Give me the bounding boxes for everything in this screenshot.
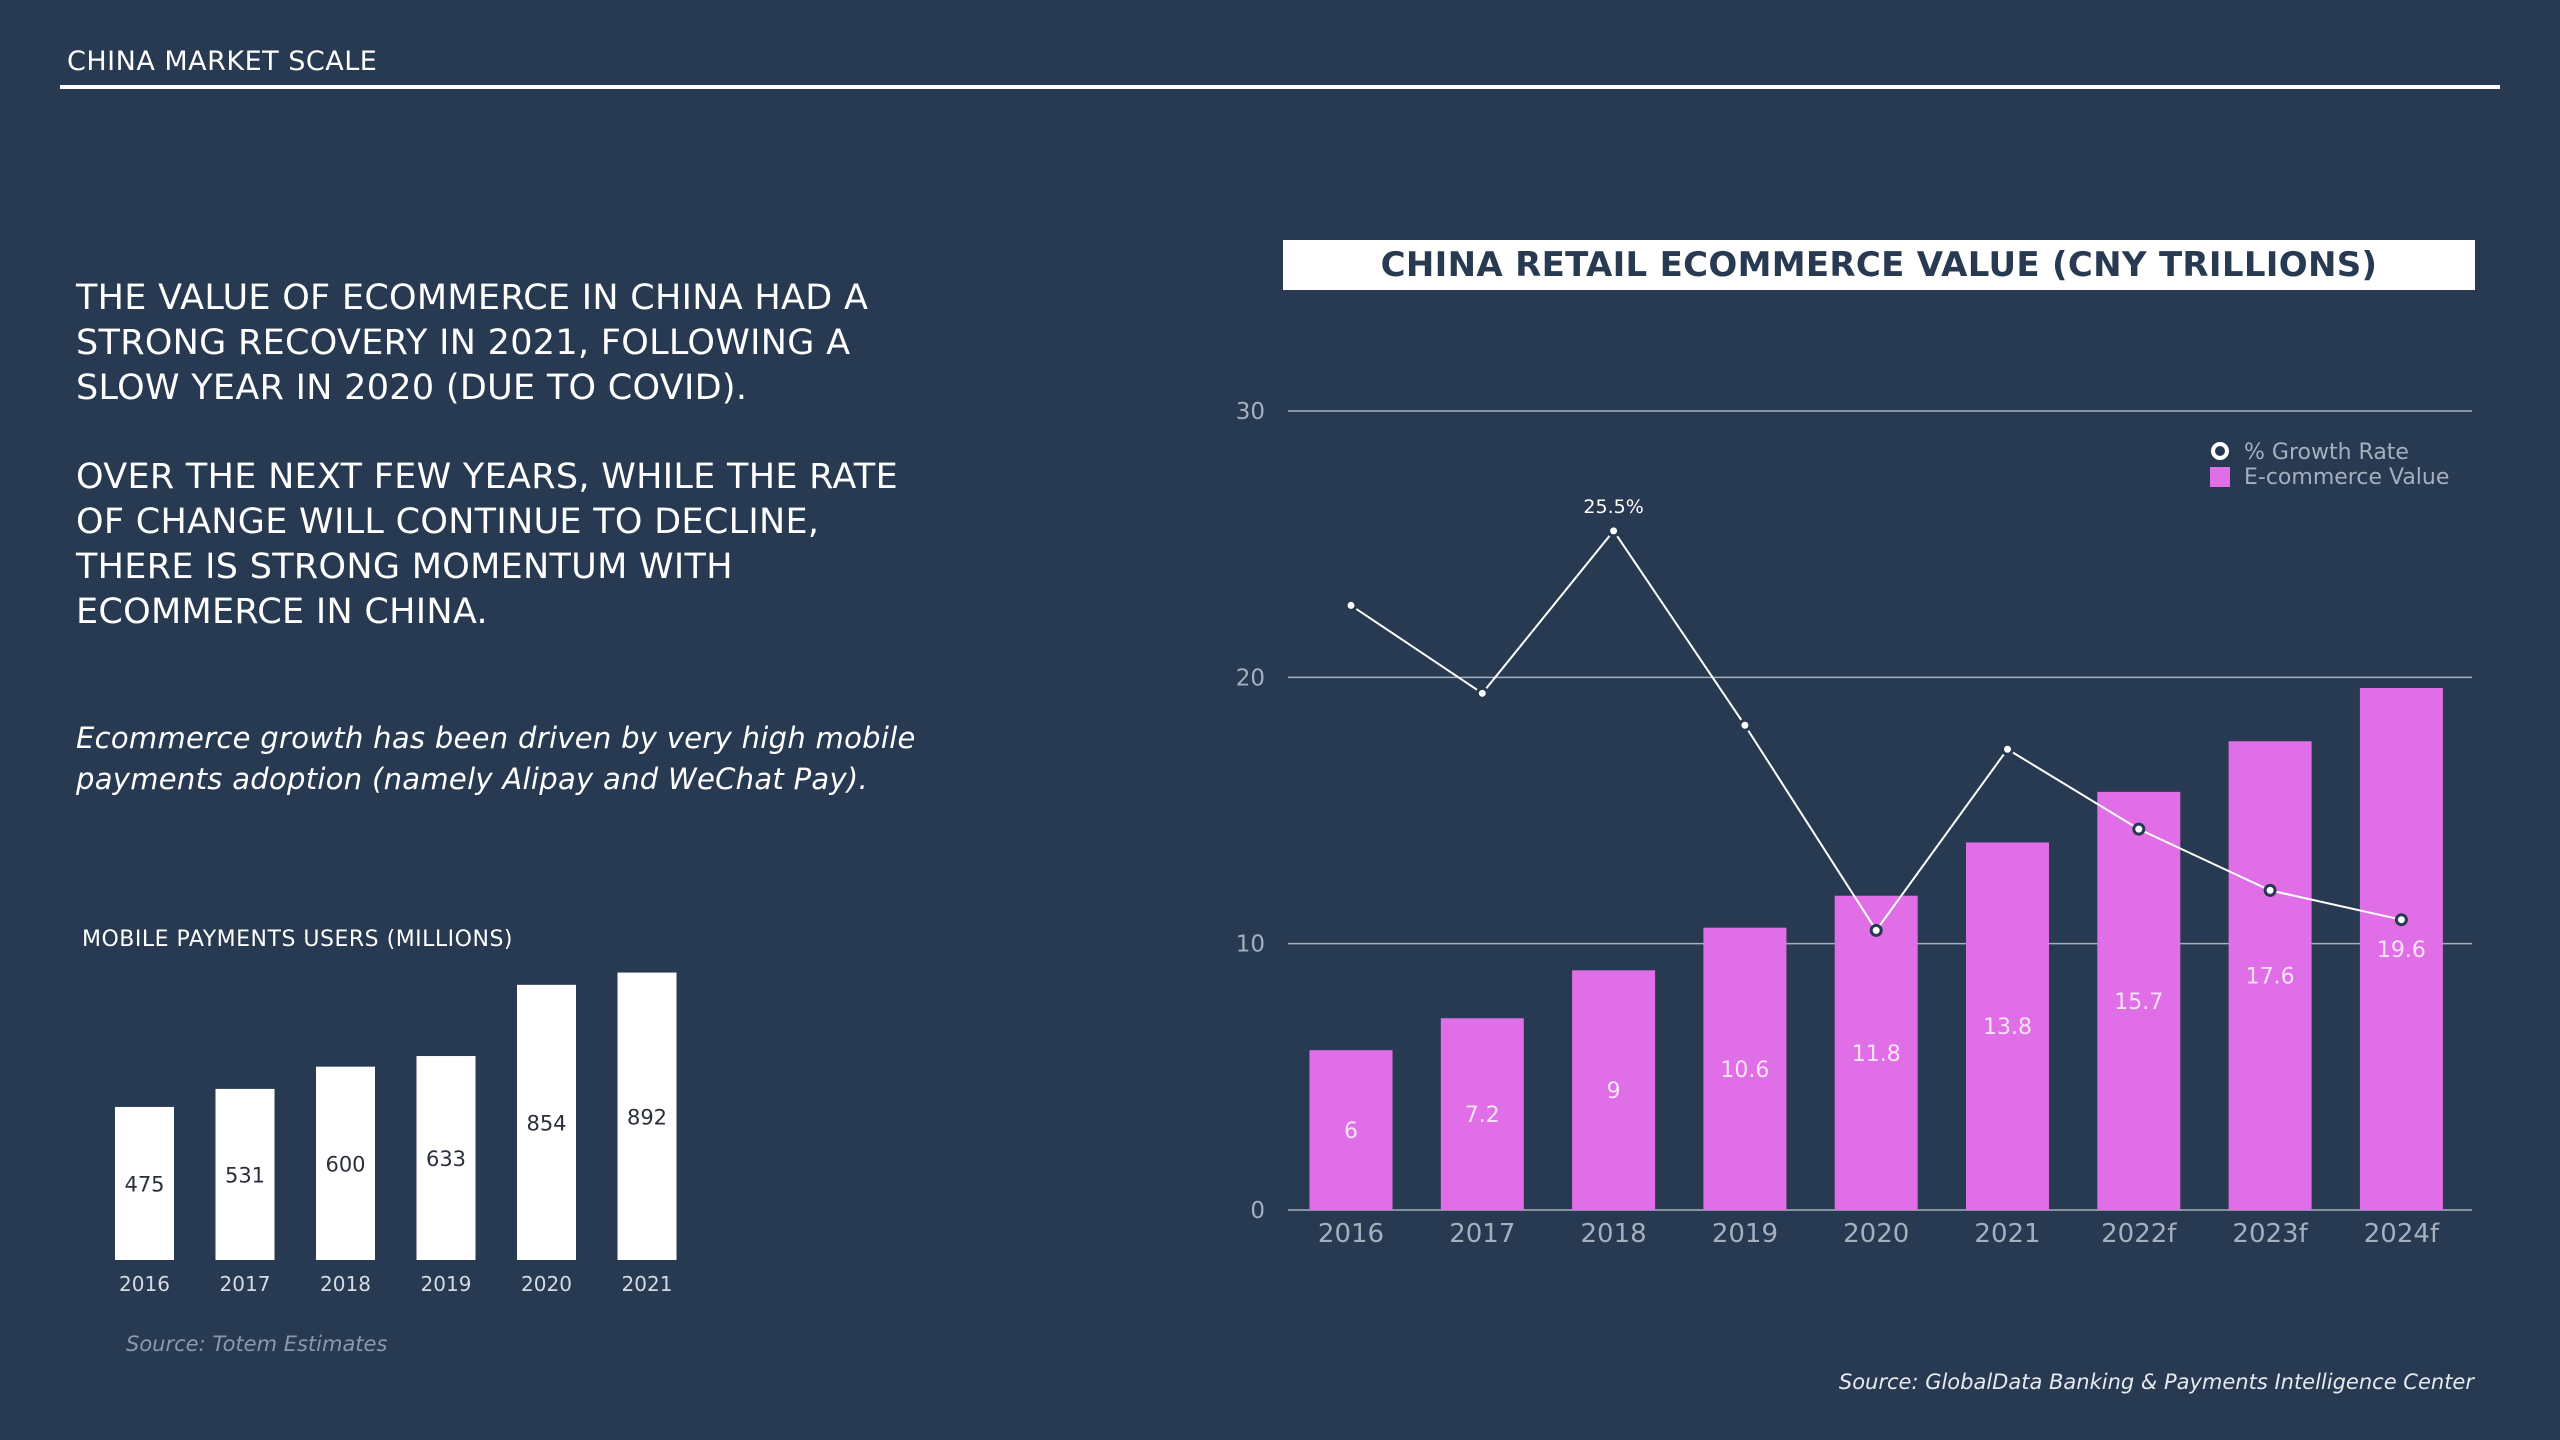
ecommerce-value-bar (2359, 687, 2443, 1210)
ecommerce-value-bar (2097, 791, 2181, 1210)
growth-rate-point (1869, 923, 1883, 937)
x-tick-label: 2018 (1581, 1219, 1647, 1249)
ecommerce-value-label: 19.6 (2377, 938, 2426, 963)
ecommerce-value-label: 13.8 (1983, 1015, 2032, 1040)
y-tick-label: 10 (1236, 932, 1265, 958)
mobile-users-value-label: 475 (124, 1172, 164, 1196)
headline-momentum: OVER THE NEXT FEW YEARS, WHILE THE RATE … (76, 457, 898, 632)
slide-title: CHINA MARKET SCALE (67, 46, 378, 77)
mobile-users-year-label: 2019 (421, 1272, 472, 1296)
growth-rate-point (2263, 883, 2277, 897)
legend-value-label: E-commerce Value (2244, 465, 2449, 490)
y-tick-label: 20 (1236, 665, 1265, 691)
mobile-users-value-label: 633 (426, 1147, 466, 1171)
ecommerce-value-label: 15.7 (2114, 990, 2163, 1015)
ecommerce-value-bar (1572, 970, 1656, 1210)
ecommerce-value-bar (2228, 741, 2312, 1210)
mobile-users-year-label: 2021 (622, 1272, 673, 1296)
mobile-users-year-label: 2016 (119, 1272, 170, 1296)
mobile-users-bar (316, 1066, 375, 1260)
ecommerce-value-bar (1440, 1018, 1524, 1210)
ecommerce-chart-title-bar: CHINA RETAIL ECOMMERCE VALUE (CNY TRILLI… (1283, 240, 2475, 290)
mobile-users-bar (115, 1106, 174, 1260)
ecommerce-value-label: 7.2 (1465, 1103, 1500, 1128)
x-tick-label: 2016 (1318, 1219, 1384, 1249)
ecommerce-value-bar (1966, 842, 2049, 1210)
mobile-users-year-label: 2020 (521, 1272, 572, 1296)
x-tick-label: 2021 (1974, 1219, 2040, 1249)
x-tick-label: 2019 (1712, 1219, 1778, 1249)
growth-rate-point (2394, 913, 2408, 927)
mobile-users-bar (517, 984, 576, 1260)
mobile-users-year-label: 2017 (220, 1272, 271, 1296)
source-right: Source: GlobalData Banking & Payments In… (1838, 1370, 2474, 1394)
mobile-users-chart-title: MOBILE PAYMENTS USERS (MILLIONS) (82, 927, 513, 952)
ecommerce-value-bar (1834, 895, 1918, 1210)
mobile-users-bar (416, 1056, 476, 1260)
legend-value-marker (2210, 467, 2230, 487)
mobile-users-value-label: 854 (526, 1111, 566, 1135)
growth-rate-point (1738, 718, 1752, 732)
ecommerce-value-label: 6 (1344, 1119, 1358, 1144)
growth-rate-point (1344, 598, 1358, 612)
growth-rate-point (2001, 742, 2014, 756)
mobile-users-chart: 475 2016 531 2017 600 2018 633 2019 854 2020 892 20… (115, 972, 677, 1296)
growth-rate-point (1475, 686, 1489, 700)
mobile-users-value-label: 531 (225, 1163, 265, 1187)
mobile-users-value-label: 892 (627, 1105, 667, 1129)
x-tick-label: 2022f (2101, 1219, 2177, 1249)
x-tick-label: 2020 (1843, 1219, 1909, 1249)
x-tick-label: 2024f (2364, 1219, 2440, 1249)
mobile-payments-note: Ecommerce growth has been driven by very… (76, 721, 916, 796)
y-tick-label: 0 (1250, 1198, 1265, 1224)
headline-recovery: THE VALUE OF ECOMMERCE IN CHINA HAD A ST… (76, 278, 869, 408)
mobile-users-year-label: 2018 (320, 1272, 371, 1296)
growth-rate-label: 25.5% (1583, 496, 1643, 518)
mobile-users-bar (215, 1088, 275, 1260)
ecommerce-value-bar (1703, 927, 1787, 1210)
ecommerce-value-chart: 0 10 20 30 6 2016 7.2 2017 9 2018 10.6 2019 11.8 2020… (1236, 399, 2472, 1249)
ecommerce-value-label: 9 (1607, 1079, 1621, 1104)
legend-growth-marker (2211, 442, 2229, 460)
mobile-users-bar (617, 972, 677, 1260)
legend-growth-label: % Growth Rate (2244, 440, 2409, 465)
growth-rate-point (1607, 524, 1621, 538)
ecommerce-value-label: 11.8 (1852, 1042, 1901, 1067)
source-left: Source: Totem Estimates (126, 1332, 388, 1356)
header-divider (60, 85, 2500, 89)
y-tick-label: 30 (1236, 399, 1265, 425)
ecommerce-value-bar (1309, 1050, 1393, 1210)
ecommerce-chart-title: CHINA RETAIL ECOMMERCE VALUE (CNY TRILLI… (1380, 245, 2378, 285)
x-tick-label: 2023f (2232, 1219, 2308, 1249)
ecommerce-value-label: 17.6 (2246, 965, 2295, 990)
mobile-users-value-label: 600 (325, 1152, 365, 1176)
x-tick-label: 2017 (1449, 1219, 1515, 1249)
ecommerce-value-label: 10.6 (1720, 1058, 1769, 1083)
growth-rate-point (2132, 822, 2146, 836)
